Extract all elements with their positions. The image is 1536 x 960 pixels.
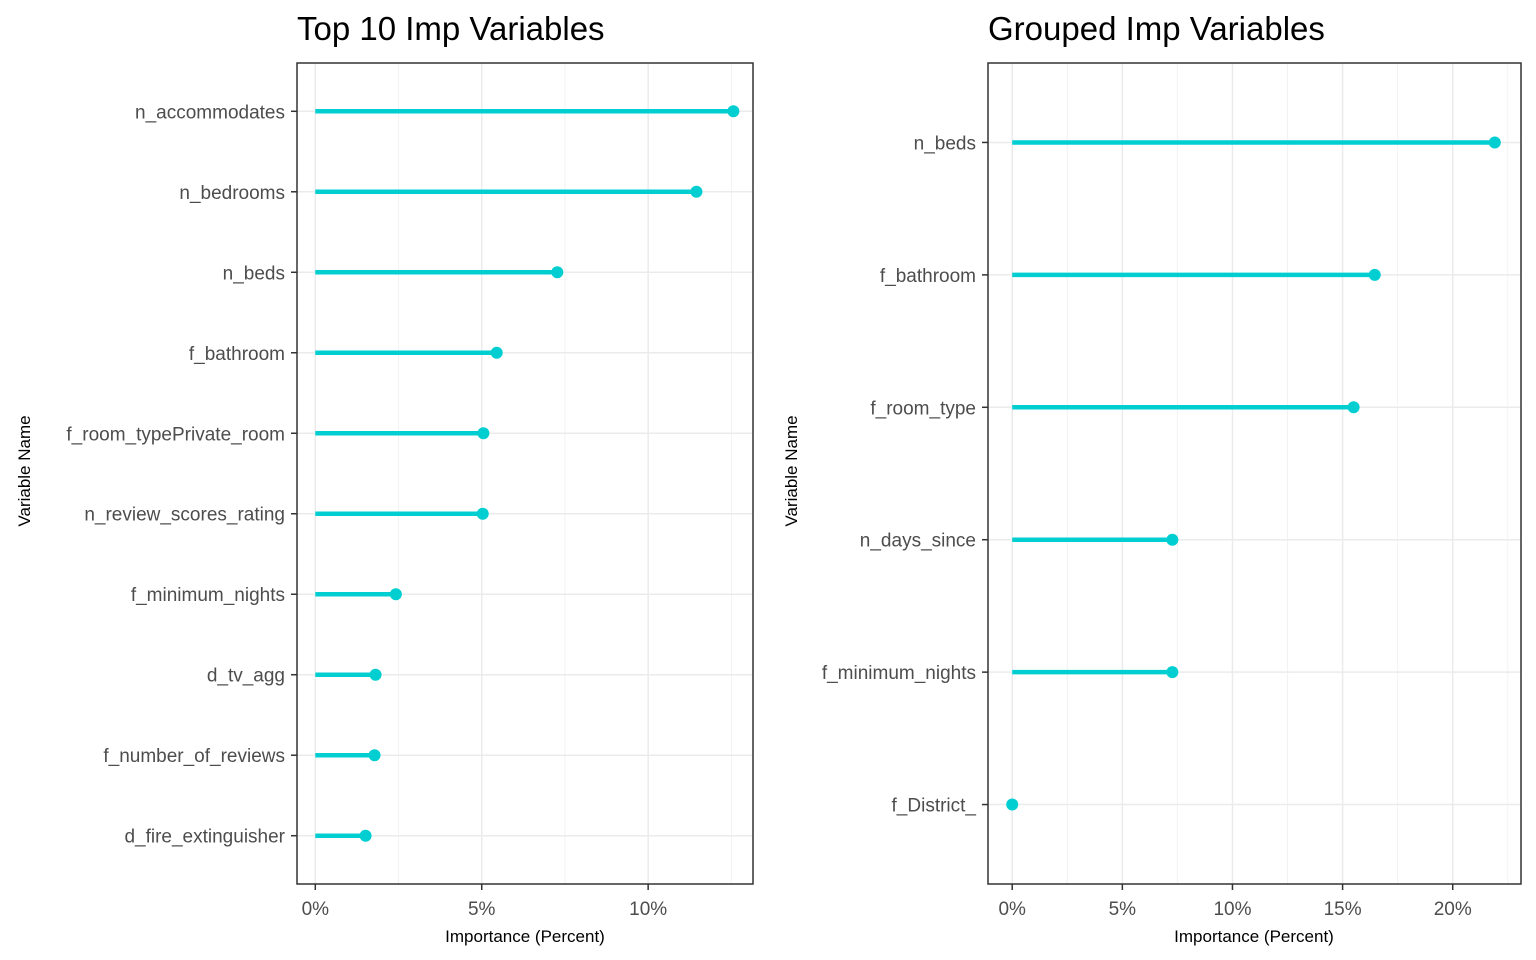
panel-top10-axes: n_accommodates n_bedrooms n_beds f_bathroom… [66, 102, 667, 920]
panel-top10-marks [315, 105, 740, 842]
panel-top10-y-tick-label: f_number_of_reviews [103, 746, 285, 767]
panel-grouped-x-tick-label: 5% [1109, 899, 1137, 920]
panel-top10-y-tick-label: n_review_scores_rating [84, 505, 285, 526]
panel-top10-y-tick-label: d_tv_agg [207, 666, 285, 687]
panel-grouped-y-axis-label: Variable Name [782, 415, 801, 526]
panel-top10-x-tick-label: 10% [629, 899, 667, 920]
panel-top10-y-axis-label: Variable Name [15, 415, 34, 526]
panel-top10-point [490, 346, 503, 359]
panel-grouped-border [987, 62, 1522, 885]
panel-grouped-point [1166, 533, 1179, 546]
panel-grouped-axes: n_beds f_bathroom f_room_type n_days_sincef… [822, 133, 1472, 920]
panel-grouped-x-tick-label: 20% [1434, 899, 1472, 920]
panel-grouped-marks [1006, 136, 1501, 811]
panel-top10-y-tick-label: f_bathroom [189, 344, 285, 365]
panel-top10-y-tick-label: n_bedrooms [179, 183, 285, 204]
panel-top10-x-tick-label: 0% [302, 899, 330, 920]
panel-grouped-y-tick-label: n_days_since [860, 531, 976, 552]
panel-top10-point [690, 185, 703, 198]
panel-grouped-y-tick-label: f_District_ [892, 796, 977, 817]
panel-top10-y-tick-label: f_minimum_nights [131, 585, 285, 606]
panel-top10-point [477, 427, 490, 440]
panel-top10-x-tick-label: 5% [468, 899, 496, 920]
panel-top10-y-tick-label: n_beds [223, 263, 285, 284]
panel-grouped-x-tick-label: 0% [998, 899, 1026, 920]
panel-grouped-y-tick-label: n_beds [914, 133, 976, 154]
panel-grouped-point [1166, 666, 1179, 679]
panel-top10-point [476, 507, 489, 520]
panel-grouped: Grouped Imp Variables Importance (Percen… [782, 10, 1522, 946]
panel-top10-point [551, 266, 564, 279]
panel-grouped-y-tick-label: f_room_type [870, 398, 976, 419]
panel-grouped-x-axis-label: Importance (Percent) [1174, 927, 1334, 946]
panel-grouped-x-tick-label: 10% [1213, 899, 1251, 920]
panel-top10: Top 10 Imp Variables Importance (Percent… [15, 10, 754, 946]
panel-grouped-point [1006, 798, 1019, 811]
panel-top10-border [296, 62, 754, 885]
panel-grouped-y-tick-label: f_bathroom [880, 266, 976, 287]
panel-top10-point [359, 829, 372, 842]
panel-grouped-title: Grouped Imp Variables [988, 10, 1325, 47]
panel-top10-title: Top 10 Imp Variables [297, 10, 605, 47]
panel-top10-point [727, 105, 740, 118]
panel-grouped-y-tick-label: f_minimum_nights [822, 663, 976, 684]
panel-top10-point [369, 668, 382, 681]
panel-grouped-point [1347, 401, 1360, 414]
panel-top10-point [368, 749, 381, 762]
panel-top10-x-axis-label: Importance (Percent) [445, 927, 605, 946]
panel-top10-y-tick-label: d_fire_extinguisher [124, 827, 285, 848]
panel-grouped-x-tick-label: 15% [1324, 899, 1362, 920]
panel-top10-y-tick-label: f_room_typePrivate_room [66, 424, 285, 445]
panel-top10-point [389, 588, 402, 601]
panel-grouped-point [1488, 136, 1501, 149]
panel-grouped-point [1368, 268, 1381, 281]
panel-top10-y-tick-label: n_accommodates [135, 102, 285, 123]
